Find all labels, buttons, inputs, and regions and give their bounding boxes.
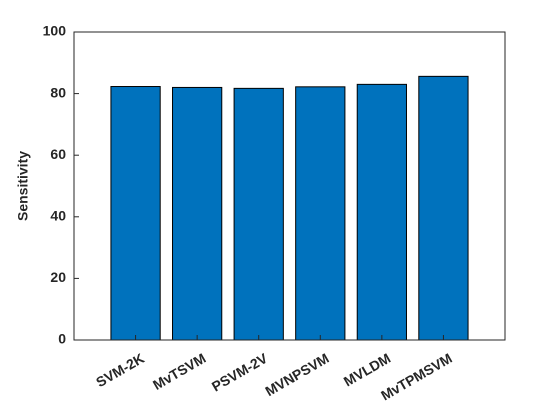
bar [233,87,284,341]
bar [418,75,469,341]
y-tick-label: 20 [50,269,66,285]
bar [172,86,223,341]
y-axis-label: Sensitivity [15,151,31,221]
bar [356,83,407,341]
y-tick-label: 0 [58,331,66,347]
y-tick-label: 60 [50,146,66,162]
bar [110,86,161,341]
axes-box [73,31,506,341]
bar [295,86,346,341]
y-tick-label: 100 [43,23,67,39]
y-tick-label: 80 [50,84,66,100]
y-tick-label: 40 [50,208,66,224]
